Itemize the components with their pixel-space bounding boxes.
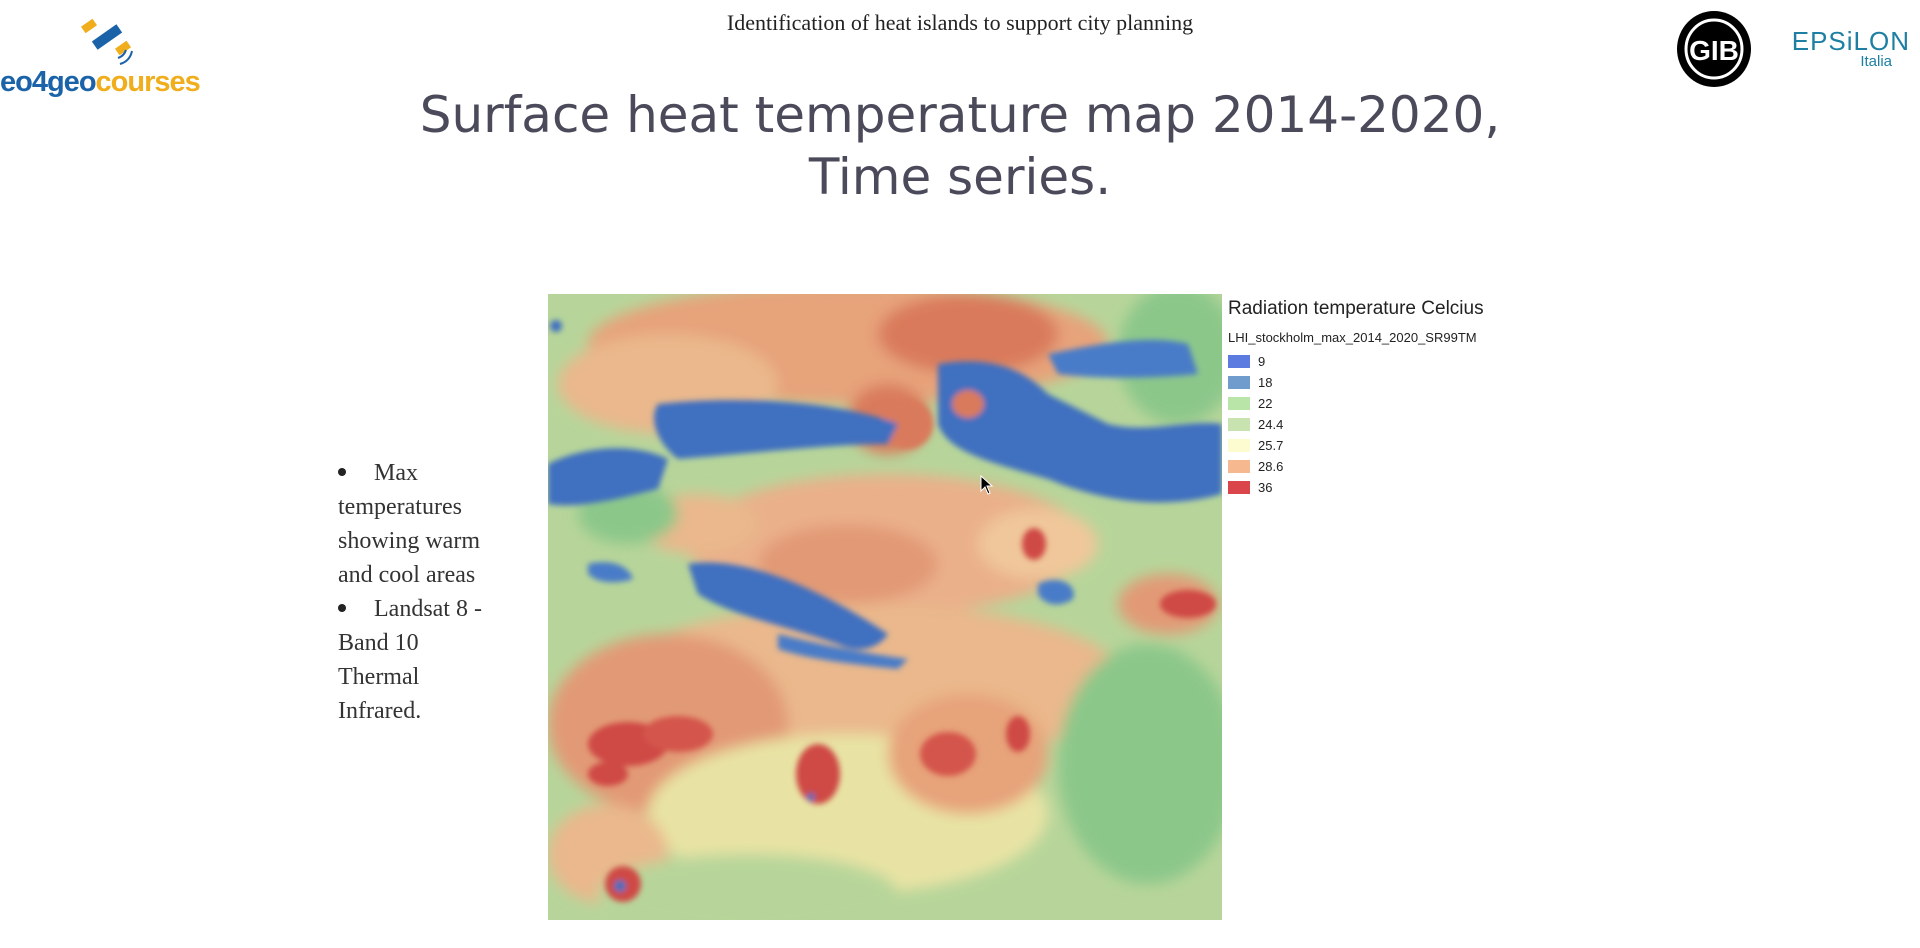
legend-swatch bbox=[1228, 355, 1250, 368]
legend-swatch bbox=[1228, 439, 1250, 452]
bullet-item: Max temperatures showing warm and cool a… bbox=[338, 456, 488, 592]
legend-swatch bbox=[1228, 376, 1250, 389]
slide-header: Identification of heat islands to suppor… bbox=[726, 10, 1194, 35]
satellite-icon bbox=[80, 18, 133, 65]
legend-swatch bbox=[1228, 481, 1250, 494]
legend-item: 18 bbox=[1228, 372, 1548, 393]
mouse-cursor-icon bbox=[980, 475, 994, 495]
bullet-item: Landsat 8 - Band 10 Thermal Infrared. bbox=[338, 592, 488, 728]
legend-item: 24.4 bbox=[1228, 414, 1548, 435]
eo4geo-logo: eo4geocourses bbox=[0, 14, 220, 98]
heat-map-image bbox=[548, 294, 1222, 920]
legend-swatch bbox=[1228, 418, 1250, 431]
legend-swatch bbox=[1228, 460, 1250, 473]
epsilon-subtext: Italia bbox=[1860, 53, 1892, 70]
legend-title: Radiation temperature Celcius bbox=[1228, 298, 1484, 319]
legend-item: 25.7 bbox=[1228, 435, 1548, 456]
legend-item: 22 bbox=[1228, 393, 1548, 414]
legend-layer-name: LHI_stockholm_max_2014_2020_SR99TM bbox=[1228, 330, 1477, 345]
eo4geo-wordmark: eo4geocourses bbox=[0, 66, 201, 98]
svg-text:GIB: GIB bbox=[1689, 35, 1739, 66]
legend-item: 36 bbox=[1228, 477, 1548, 498]
map-legend: Radiation temperature Celcius LHI_stockh… bbox=[1228, 298, 1548, 498]
heat-map-raster bbox=[548, 294, 1222, 920]
epsilon-logo: EPSiLON Italia bbox=[1780, 26, 1910, 70]
legend-swatch bbox=[1228, 397, 1250, 410]
legend-item: 9 bbox=[1228, 351, 1548, 372]
bullet-list: Max temperatures showing warm and cool a… bbox=[338, 456, 488, 728]
slide-title: Surface heat temperature map 2014-2020, … bbox=[419, 86, 1501, 206]
legend-item: 28.6 bbox=[1228, 456, 1548, 477]
epsilon-wordmark: EPSiLON bbox=[1791, 26, 1910, 56]
gib-logo: GIB bbox=[1677, 11, 1751, 87]
